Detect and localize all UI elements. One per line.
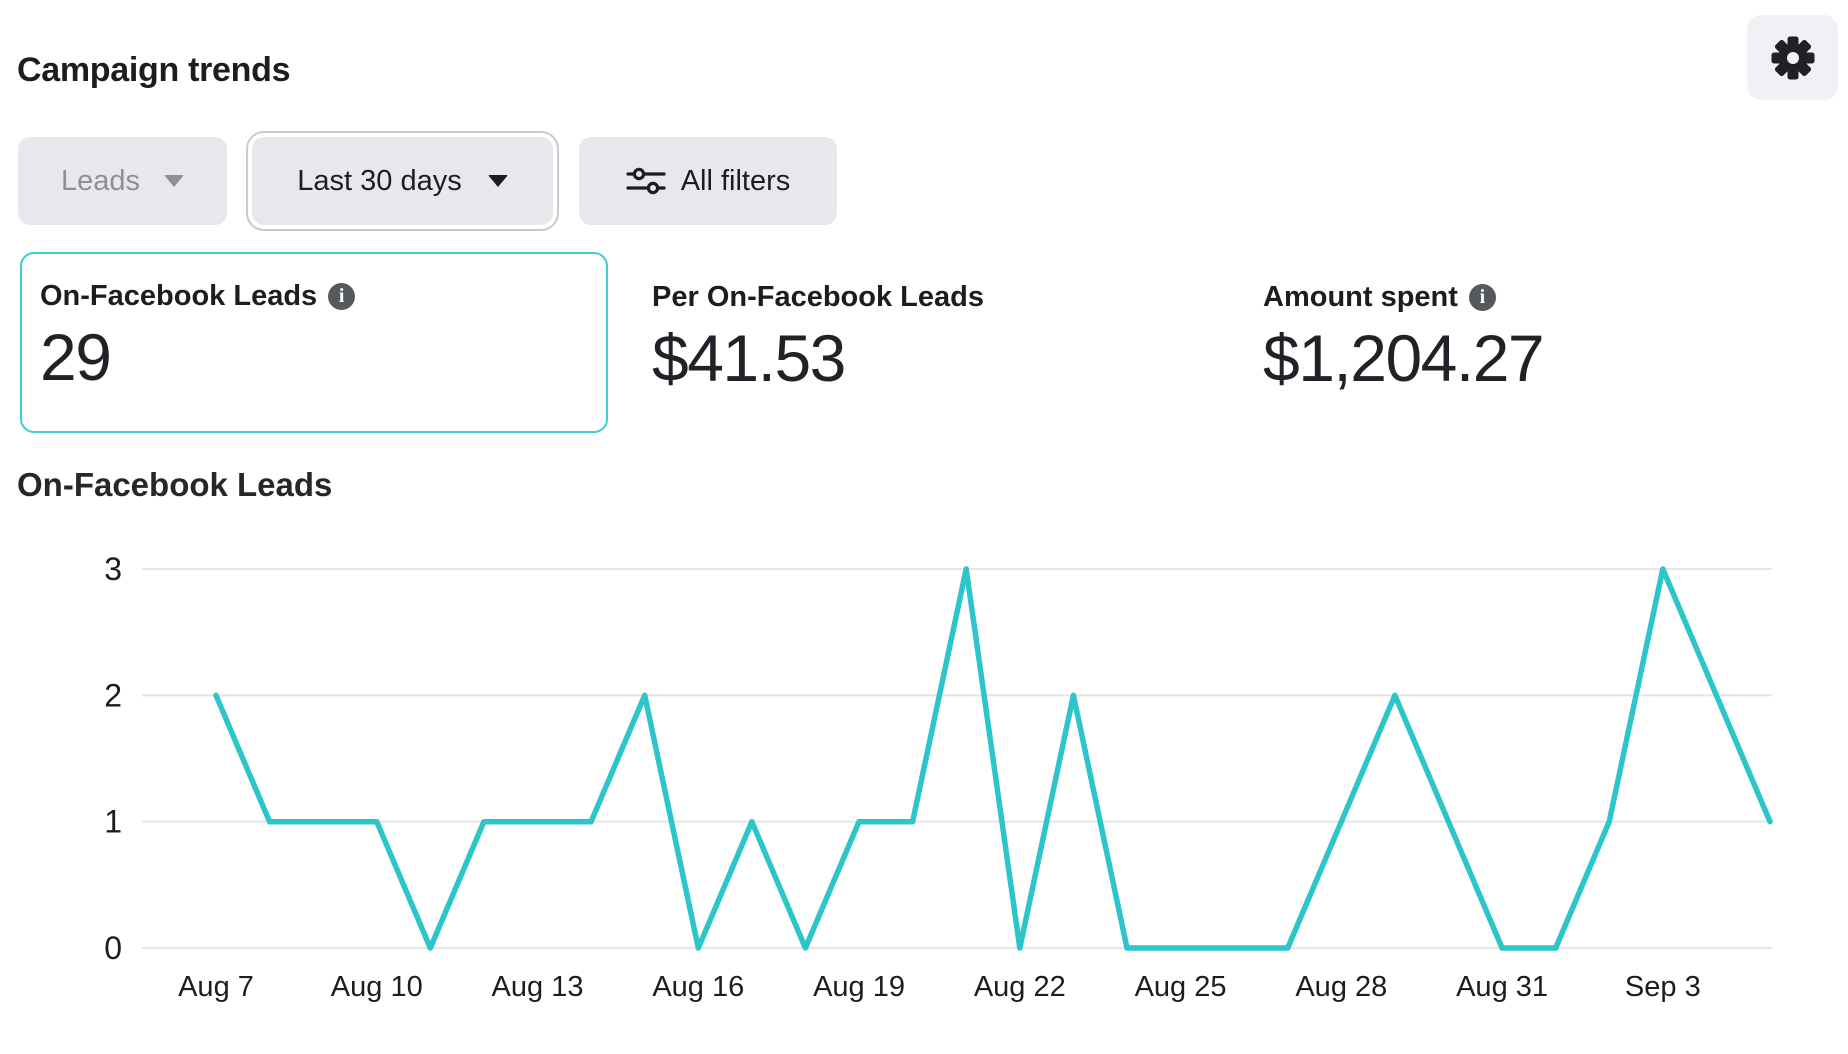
info-icon[interactable]: i bbox=[328, 282, 356, 310]
x-axis-tick-label: Aug 28 bbox=[1295, 971, 1387, 1003]
metric-label: Per On-Facebook Leads bbox=[652, 281, 984, 313]
trend-line-series bbox=[213, 566, 1773, 951]
metric-value: 29 bbox=[40, 320, 112, 394]
metric-dropdown-button[interactable]: Leads bbox=[18, 137, 227, 225]
info-glyph: i bbox=[338, 284, 345, 307]
y-axis-tick-label: 1 bbox=[104, 804, 122, 840]
filter-bar: Leads Last 30 days All bbox=[18, 131, 837, 231]
metric-value: $41.53 bbox=[652, 321, 846, 395]
x-axis-tick-label: Aug 7 bbox=[178, 971, 254, 1003]
metric-card-on-facebook-leads[interactable]: On-Facebook Leads i 29 bbox=[20, 252, 608, 433]
y-axis-tick-label: 0 bbox=[104, 930, 122, 966]
y-axis-tick-label: 2 bbox=[104, 677, 122, 713]
info-icon[interactable]: i bbox=[1468, 283, 1496, 311]
x-axis-tick-label: Aug 10 bbox=[331, 971, 423, 1003]
all-filters-label: All filters bbox=[680, 164, 791, 197]
sliders-icon bbox=[626, 164, 666, 198]
gear-icon bbox=[1770, 35, 1816, 81]
x-axis-tick-label: Aug 13 bbox=[492, 971, 584, 1003]
info-glyph: i bbox=[1479, 285, 1486, 308]
settings-button[interactable] bbox=[1747, 15, 1838, 100]
metric-dropdown-label: Leads bbox=[60, 164, 140, 197]
metric-amount-spent[interactable]: Amount spent i $1,204.27 bbox=[1263, 252, 1545, 395]
all-filters-button[interactable]: All filters bbox=[579, 137, 837, 225]
y-axis-tick-label: 3 bbox=[104, 551, 122, 587]
metrics-row: On-Facebook Leads i 29 Per On-Facebook L… bbox=[20, 252, 1545, 433]
caret-down-icon bbox=[487, 175, 508, 187]
metric-label: Amount spent bbox=[1263, 281, 1458, 313]
x-axis-tick-label: Aug 22 bbox=[974, 971, 1066, 1003]
date-range-label: Last 30 days bbox=[297, 164, 462, 197]
page-title: Campaign trends bbox=[17, 51, 291, 89]
caret-down-icon bbox=[164, 175, 184, 187]
x-axis-tick-label: Aug 25 bbox=[1135, 971, 1227, 1003]
chart-section-title: On-Facebook Leads bbox=[17, 466, 333, 503]
x-axis-tick-label: Aug 31 bbox=[1456, 971, 1548, 1003]
x-axis-tick-label: Aug 16 bbox=[652, 971, 744, 1003]
metric-value: $1,204.27 bbox=[1263, 321, 1545, 395]
metric-per-on-facebook-leads[interactable]: Per On-Facebook Leads $41.53 bbox=[652, 252, 1263, 393]
date-range-dropdown-button[interactable]: Last 30 days bbox=[246, 131, 559, 231]
metric-label: On-Facebook Leads bbox=[40, 280, 318, 312]
x-axis-tick-label: Sep 3 bbox=[1625, 971, 1701, 1003]
x-axis-tick-label: Aug 19 bbox=[813, 971, 905, 1003]
